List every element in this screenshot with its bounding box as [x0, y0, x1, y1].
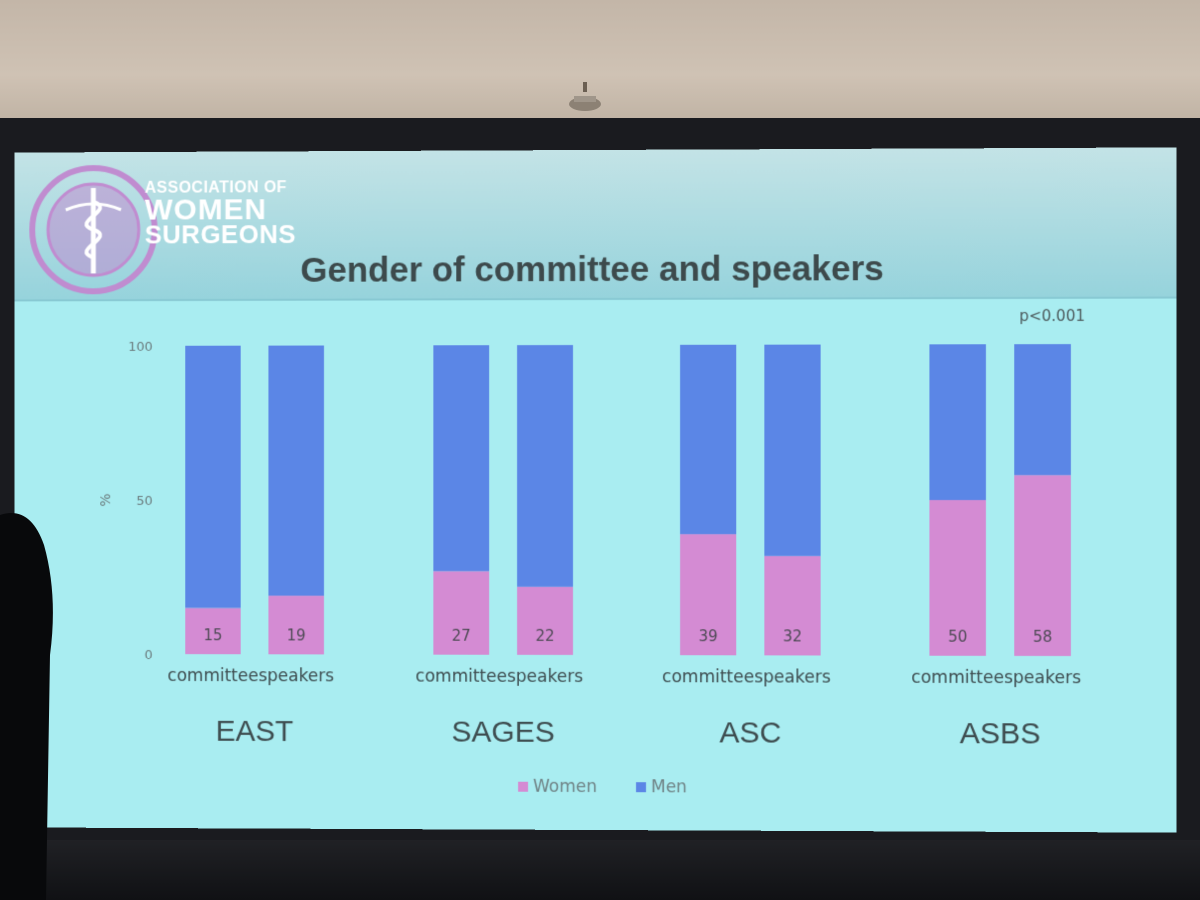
data-label-women: 32 [783, 627, 802, 645]
data-label-women: 19 [287, 626, 306, 644]
x-tick-label: speakers [507, 666, 583, 686]
bar-men-asbs-speakers [1014, 344, 1071, 475]
presenter-silhouette [0, 505, 60, 900]
x-tick-label: speakers [259, 665, 334, 685]
ceiling [0, 0, 1200, 125]
bar-men-east-speakers [268, 346, 324, 596]
data-label-women: 39 [699, 627, 718, 645]
x-tick-label: speakers [1004, 667, 1081, 687]
data-label-women: 50 [948, 628, 967, 646]
group-label: EAST [216, 715, 294, 748]
bar-women-east-speakers [268, 596, 324, 655]
x-tick-label: committee [911, 667, 1004, 687]
floor [0, 840, 1200, 900]
bar-men-asbs-committee [929, 344, 986, 500]
legend-swatch-men [636, 782, 646, 792]
group-label: SAGES [452, 715, 555, 748]
group-label: ASC [719, 716, 781, 749]
bar-men-sages-speakers [517, 345, 573, 587]
x-tick-label: committee [168, 665, 259, 685]
y-tick-label: 50 [136, 494, 152, 509]
projection-screen: ASSOCIATION OF WOMEN SURGEONS Gender of … [15, 147, 1177, 832]
x-tick-label: committee [662, 666, 754, 686]
bar-men-east-committee [185, 346, 240, 608]
ceiling-fixture-icon [566, 82, 604, 114]
data-label-women: 27 [452, 627, 471, 645]
data-label-women: 58 [1033, 628, 1052, 646]
y-axis-label: % [98, 493, 114, 506]
legend-label-women: Women [533, 776, 597, 796]
legend-label-men: Men [651, 776, 687, 796]
y-tick-label: 0 [144, 648, 152, 663]
bar-men-asc-committee [680, 345, 736, 534]
data-label-women: 15 [204, 626, 223, 644]
bar-men-asc-speakers [764, 345, 820, 556]
y-tick-label: 100 [128, 340, 153, 355]
x-tick-label: speakers [754, 666, 830, 686]
x-tick-label: committee [416, 666, 507, 686]
legend-swatch-women [518, 782, 528, 792]
stacked-bar-chart: 0 50 100% 15 committee 19 speakers EAST 27 commit… [15, 147, 1177, 832]
data-label-women: 22 [536, 627, 555, 645]
bar-men-sages-committee [433, 345, 489, 571]
group-label: ASBS [960, 717, 1041, 751]
